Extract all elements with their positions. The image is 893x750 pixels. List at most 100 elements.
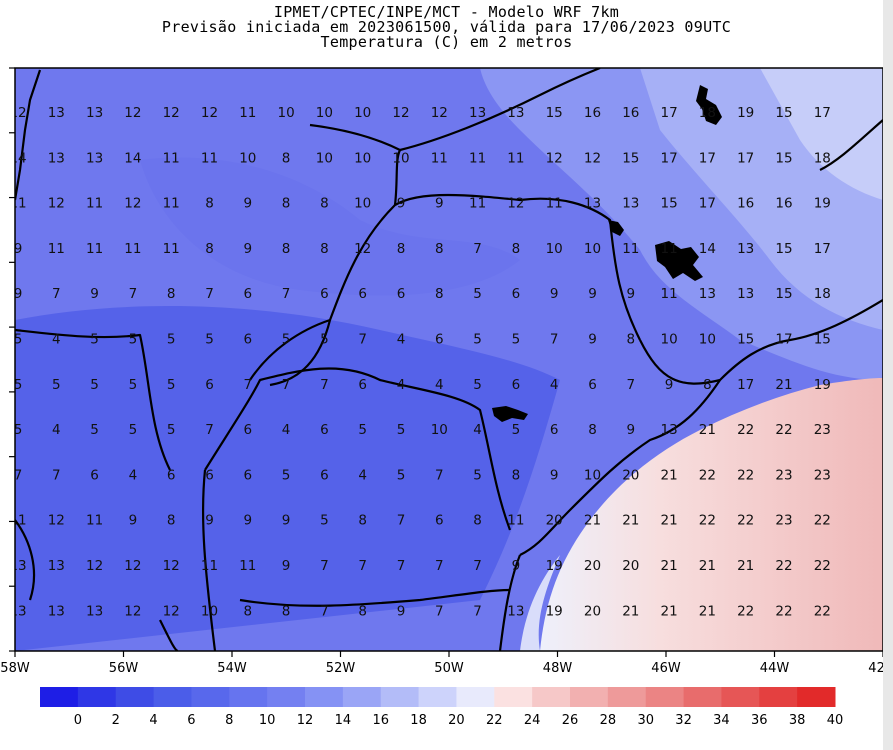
grid-value: 6 — [244, 467, 253, 483]
colorbar-swatch — [77, 687, 117, 707]
colorbar-label: 2 — [112, 713, 120, 728]
grid-value: 10 — [699, 332, 716, 348]
grid-value: 8 — [320, 241, 329, 257]
grid-value: 7 — [282, 377, 291, 393]
grid-values: 12 13 13 12 12 12 11 10 10 10 12 12 13 13 15 16 16 17 18 19… — [14, 105, 831, 619]
colorbar-label: 32 — [675, 713, 692, 728]
grid-value: 8 — [473, 513, 482, 529]
grid-value: 7 — [52, 286, 61, 302]
colorbar-label: 20 — [448, 713, 465, 728]
grid-value: 5 — [205, 332, 214, 348]
grid-value: 22 — [737, 513, 754, 529]
grid-value: 9 — [665, 377, 674, 393]
grid-value: 11 — [239, 105, 256, 121]
grid-value: 7 — [435, 558, 444, 574]
grid-value: 9 — [588, 332, 597, 348]
colorbar-label: 38 — [789, 713, 806, 728]
grid-value: 5 — [473, 286, 482, 302]
grid-value: 12 — [354, 241, 371, 257]
grid-value: 23 — [814, 467, 831, 483]
grid-value: 19 — [546, 603, 563, 619]
grid-value: 11 — [661, 286, 678, 302]
colorbar-label: 26 — [562, 713, 579, 728]
grid-value: 9 — [550, 467, 559, 483]
grid-value: 12 — [86, 558, 103, 574]
grid-value: 12 — [163, 105, 180, 121]
grid-value: 8 — [512, 467, 521, 483]
grid-value: 8 — [627, 332, 636, 348]
grid-value: 10 — [316, 150, 333, 166]
grid-value: 15 — [775, 286, 792, 302]
grid-value: 5 — [14, 377, 23, 393]
colorbar-label: 6 — [187, 713, 195, 728]
colorbar-label: 0 — [74, 713, 82, 728]
grid-value: 18 — [699, 105, 716, 121]
grid-value: 9 — [244, 513, 253, 529]
grid-value: 15 — [622, 150, 639, 166]
colorbar-swatch — [267, 687, 306, 707]
grid-value: 12 — [124, 603, 141, 619]
grid-value: 10 — [661, 332, 678, 348]
grid-value: 17 — [814, 241, 831, 257]
grid-value: 22 — [775, 558, 792, 574]
grid-value: 9 — [205, 513, 214, 529]
grid-value: 13 — [48, 105, 65, 121]
borders — [15, 68, 883, 651]
grid-value: 17 — [661, 150, 678, 166]
colorbar-label: 24 — [524, 713, 541, 728]
grid-value: 21 — [661, 558, 678, 574]
grid-value: 10 — [546, 241, 563, 257]
colorbar-label: 12 — [297, 713, 314, 728]
grid-value: 6 — [244, 332, 253, 348]
grid-value: 5 — [512, 332, 521, 348]
grid-value: 7 — [320, 603, 329, 619]
grid-value: 7 — [397, 513, 406, 529]
grid-value: 5 — [167, 422, 176, 438]
grid-value: 8 — [588, 422, 597, 438]
grid-value: 6 — [512, 377, 521, 393]
grid-value: 9 — [90, 286, 99, 302]
grid-value: 21 — [661, 513, 678, 529]
grid-value: 7 — [244, 377, 253, 393]
grid-value: 5 — [129, 422, 138, 438]
grid-value: 5 — [52, 377, 61, 393]
grid-value: 22 — [814, 603, 831, 619]
grid-value: 9 — [512, 558, 521, 574]
grid-value: 4 — [129, 467, 138, 483]
colorbar-label: 40 — [827, 713, 844, 728]
grid-value: 11 — [546, 196, 563, 212]
grid-value: 6 — [320, 467, 329, 483]
grid-value: 7 — [473, 241, 482, 257]
grid-value: 8 — [282, 603, 291, 619]
grid-value: 9 — [397, 196, 406, 212]
grid-value: 15 — [814, 332, 831, 348]
header-line-3: Temperatura (C) em 2 metros — [320, 33, 573, 51]
grid-value: 17 — [775, 332, 792, 348]
colorbar-swatch — [797, 687, 836, 707]
grid-value: 20 — [584, 558, 601, 574]
grid-value: 5 — [90, 377, 99, 393]
grid-value: 16 — [622, 105, 639, 121]
grid-value: 5 — [282, 332, 291, 348]
colorbar-label: 28 — [600, 713, 617, 728]
grid-value: 10 — [239, 150, 256, 166]
colorbar-swatch — [229, 687, 268, 707]
grid-value: 9 — [282, 513, 291, 529]
grid-value: 9 — [244, 196, 253, 212]
reservoirs — [492, 85, 722, 422]
grid-value: 5 — [129, 377, 138, 393]
grid-value: 10 — [431, 422, 448, 438]
grid-value: 11 — [86, 513, 103, 529]
grid-value: 17 — [699, 150, 716, 166]
grid-value: 7 — [473, 603, 482, 619]
grid-value: 13 — [48, 150, 65, 166]
grid-value: 9 — [244, 241, 253, 257]
grid-value: 8 — [282, 196, 291, 212]
colorbar: 0 2 4 6 8 10 12 14 16 18 20 22 24 26 28 30 32 34 36 38 40 — [40, 687, 843, 728]
grid-value: 13 — [737, 286, 754, 302]
grid-value: 5 — [14, 422, 23, 438]
header-line-2: Previsão iniciada em 2023061500, válida … — [161, 18, 732, 36]
grid-value: 22 — [814, 558, 831, 574]
grid-value: 4 — [52, 422, 61, 438]
grid-value: 15 — [775, 241, 792, 257]
